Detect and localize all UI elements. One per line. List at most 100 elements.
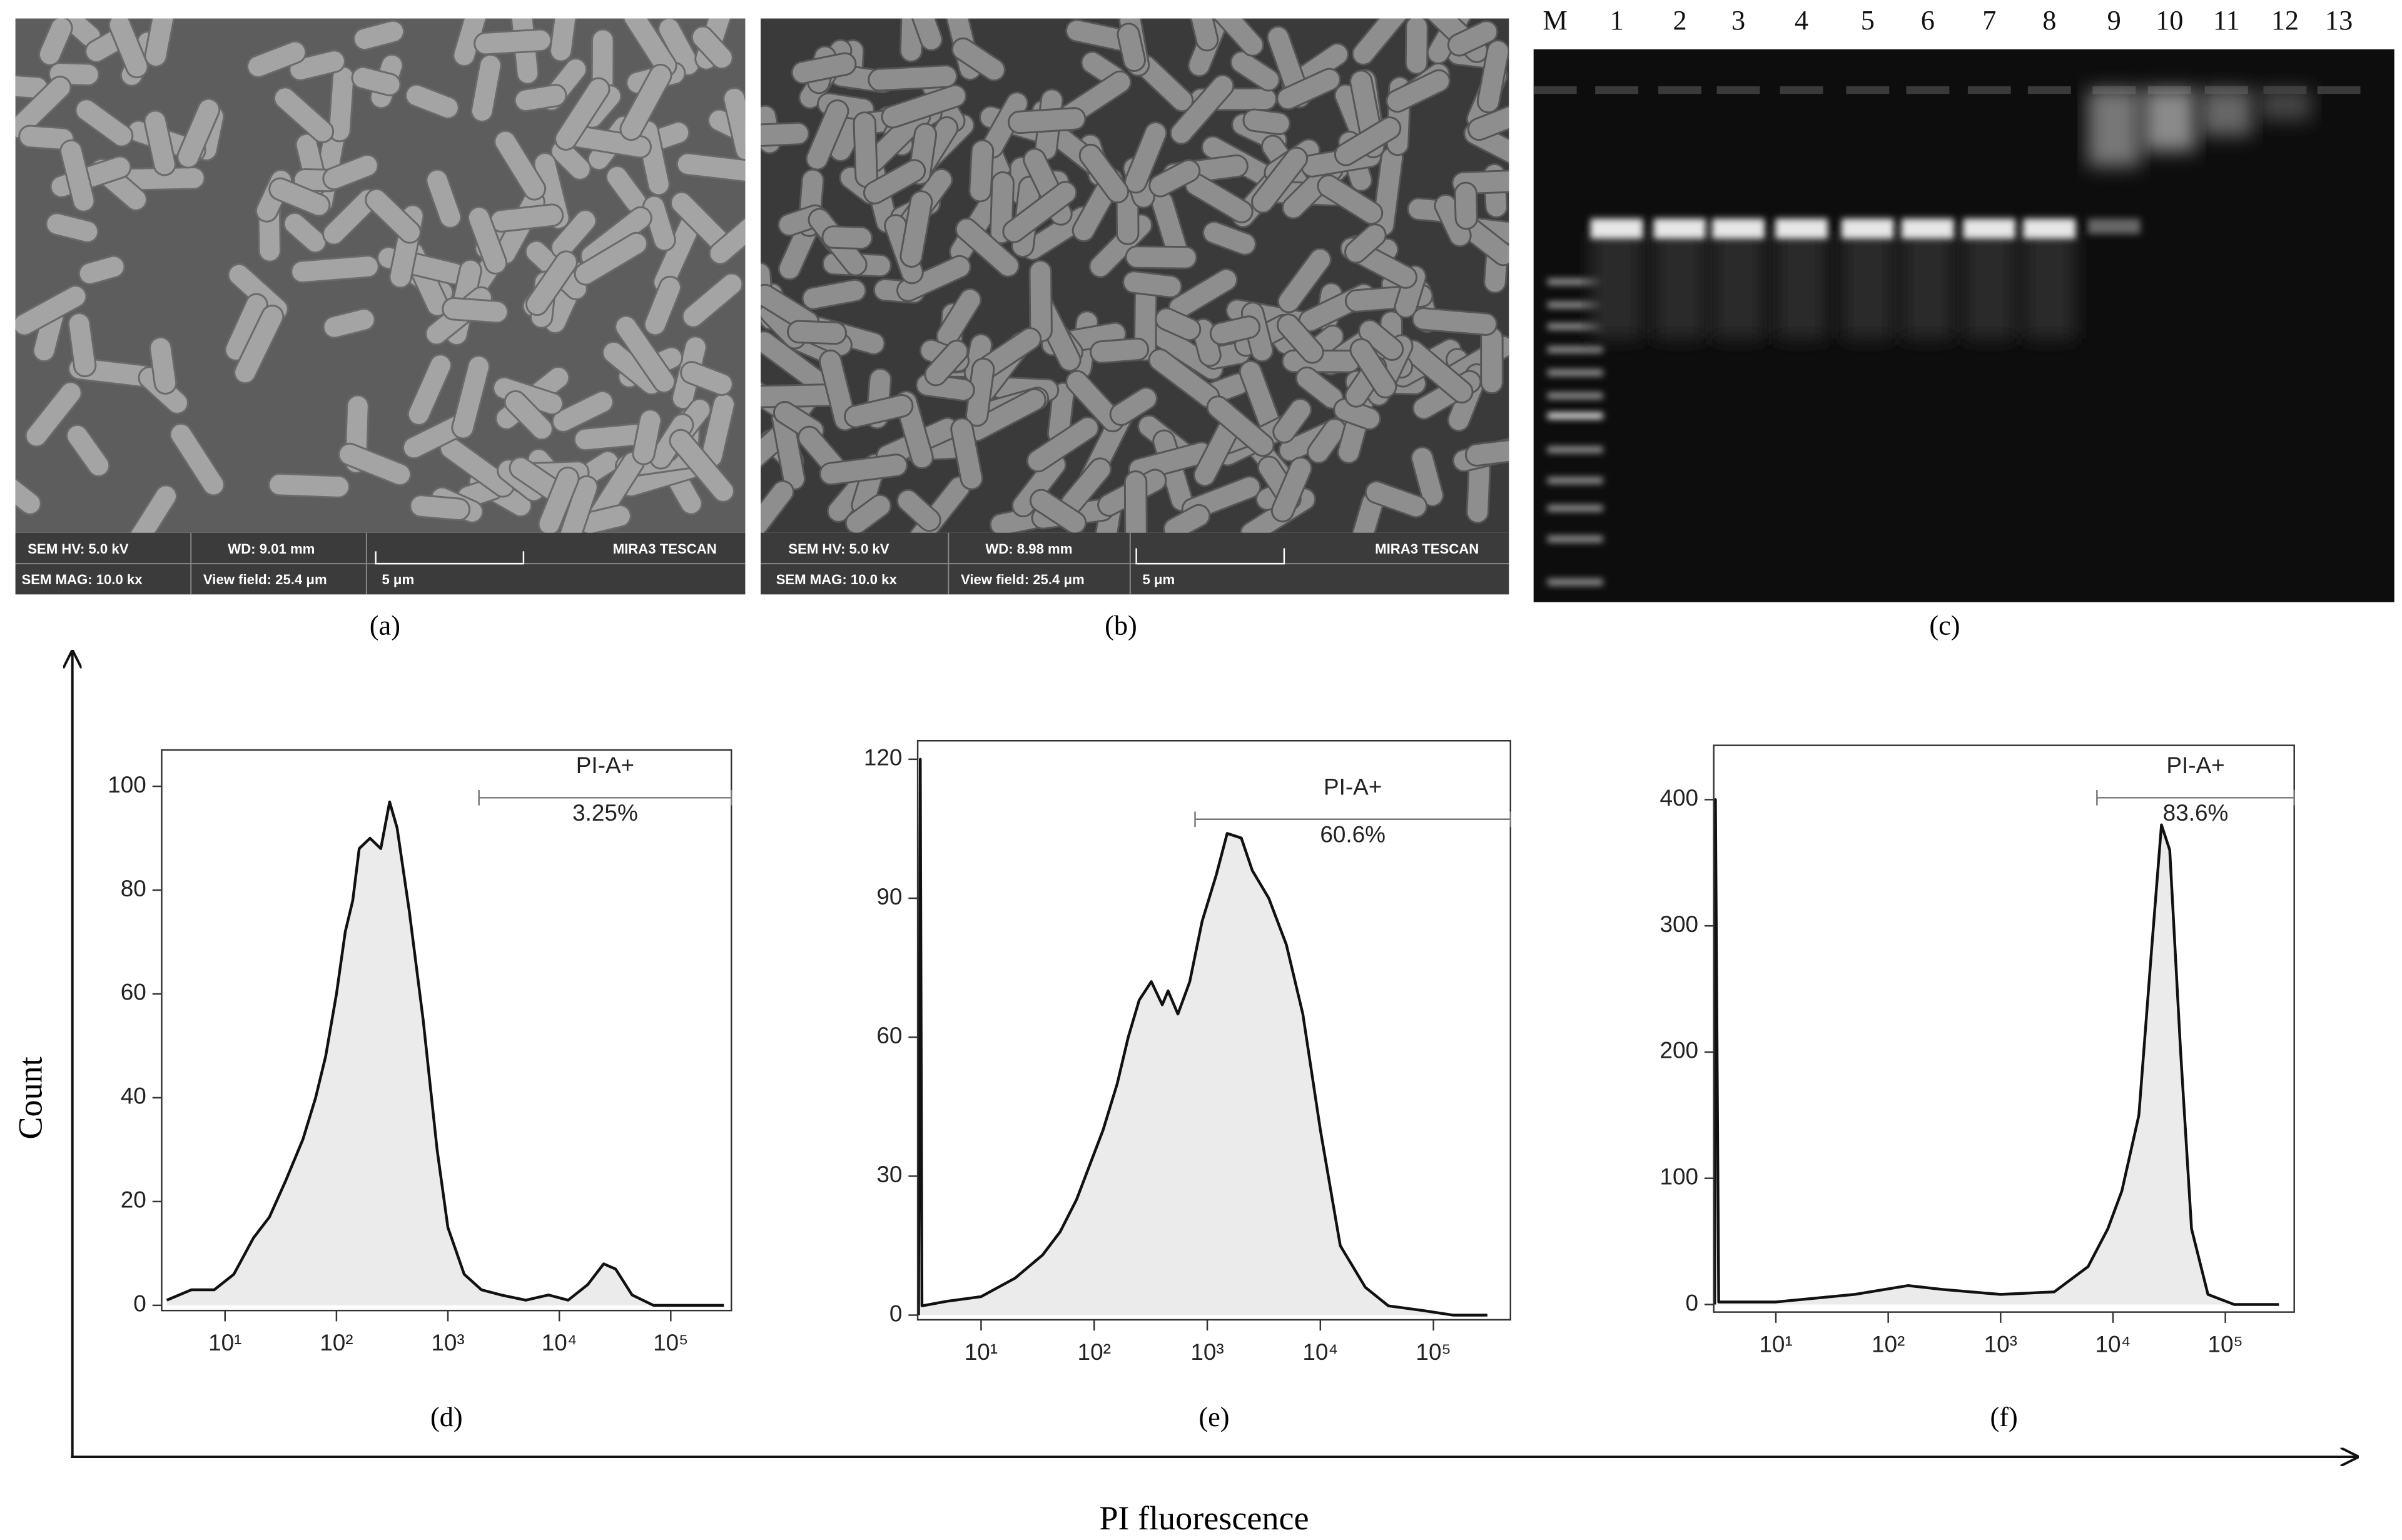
bacterium — [525, 250, 578, 317]
x-tick-label: 10³ — [1190, 1339, 1224, 1365]
bacterium — [574, 231, 649, 286]
bacterium — [1334, 116, 1402, 166]
bacterium — [632, 408, 662, 465]
sem-mag: SEM MAG: 10.0 kx — [21, 572, 143, 587]
bacterium — [452, 18, 493, 68]
gate-name: PI-A+ — [2166, 752, 2224, 778]
lane-label: 7 — [1982, 5, 1996, 36]
dna-smear — [1775, 231, 1828, 339]
bacterium — [1276, 68, 1341, 111]
x-tick-label: 10⁵ — [1416, 1339, 1451, 1365]
bacterium — [233, 305, 285, 385]
bacterium — [791, 52, 857, 84]
dna-band — [1590, 218, 1643, 239]
plot-frame — [1713, 744, 2295, 1313]
bacterium — [1163, 504, 1211, 533]
x-tick-label: 10³ — [1984, 1332, 2017, 1357]
y-tick-label: 0 — [133, 1291, 146, 1317]
ladder-band — [1547, 579, 1603, 585]
bacterium — [680, 361, 734, 396]
bacterium — [1454, 181, 1479, 230]
y-axis-label: Count — [12, 1056, 49, 1139]
bacterium — [290, 255, 380, 284]
well — [2317, 86, 2361, 94]
bacterium — [1208, 18, 1265, 57]
lane-label: 2 — [1673, 5, 1686, 36]
dna-smear — [2023, 231, 2076, 339]
bacterium — [681, 272, 744, 328]
histogram-area — [1715, 799, 2279, 1305]
plot-frame — [161, 749, 732, 1312]
scale-bar — [1135, 548, 1285, 565]
sem-brand: MIRA3 TESCAN — [1375, 541, 1479, 557]
x-tick-label: 10² — [1078, 1339, 1111, 1365]
histograms: 0 20 40 60 80 100 10¹ 10² 10³ 10⁴ 10⁵ PI-A+ 3.25% (d)… — [108, 739, 2295, 1432]
y-tick-label: 400 — [1660, 785, 1699, 811]
dna-smear — [1590, 231, 1643, 339]
bacterium — [950, 417, 984, 490]
bacterium — [787, 320, 848, 345]
dna-band — [1842, 218, 1894, 239]
panel-caption: (a) — [370, 610, 400, 641]
lane-label: 10 — [2156, 5, 2183, 36]
bacterium — [722, 87, 746, 162]
x-axis-label: PI fluorescence — [1099, 1499, 1309, 1537]
lane-label: 6 — [1921, 5, 1935, 36]
bacterium — [1270, 456, 1313, 523]
ladder-band — [1547, 392, 1603, 399]
bacterium — [15, 76, 72, 139]
y-tick-label: 60 — [121, 980, 146, 1005]
bacterium — [1276, 313, 1324, 364]
dna-band — [1902, 218, 1954, 239]
y-tick-label: 40 — [121, 1083, 146, 1109]
bacterium — [1123, 470, 1148, 533]
bacterium — [1404, 18, 1429, 75]
bacterium — [451, 355, 490, 440]
lane-label: 9 — [2107, 5, 2121, 36]
gate-name: PI-A+ — [576, 752, 634, 778]
dna-band — [2087, 218, 2141, 235]
bacterium — [761, 121, 810, 148]
x-tick-label: 10¹ — [208, 1330, 241, 1355]
y-tick-label: 30 — [876, 1162, 902, 1187]
gate-percent: 60.6% — [1320, 822, 1386, 848]
bacterium — [1480, 326, 1504, 395]
bacterium — [676, 152, 746, 184]
sem-scale: 5 μm — [382, 572, 414, 587]
ladder-band — [1547, 323, 1603, 330]
dna-smear — [1902, 231, 1954, 339]
well — [1658, 86, 1701, 94]
x-tick-label: 10³ — [431, 1330, 464, 1355]
sem-mag: SEM MAG: 10.0 kx — [776, 572, 898, 587]
bacterium — [409, 494, 471, 521]
bacterium — [853, 111, 878, 188]
panel-caption: (f) — [1990, 1402, 2018, 1432]
bacterium — [868, 64, 958, 92]
gel-bands — [1533, 86, 2361, 585]
bacterium — [246, 40, 307, 78]
bacterium — [24, 381, 83, 448]
lane-label: 12 — [2271, 5, 2299, 36]
bacterium — [1277, 248, 1332, 313]
dna-smear — [2200, 89, 2253, 136]
bacterium — [504, 390, 554, 441]
sem-hv: SEM HV: 5.0 kV — [28, 541, 128, 557]
bacterium — [1272, 398, 1312, 443]
sem-image: SEM HV: 5.0 kV WD: 8.98 mm MIRA3 TESCAN … — [761, 18, 1509, 595]
bacterium — [1148, 159, 1201, 198]
bacterium — [1230, 50, 1280, 92]
bacterium — [1123, 121, 1168, 194]
x-tick-label: 10⁴ — [2095, 1332, 2131, 1357]
bacterium — [821, 225, 873, 250]
histogram-line — [1713, 798, 2279, 1306]
panel-caption: (e) — [1198, 1402, 1229, 1432]
bacterium — [1202, 221, 1257, 256]
bacterium — [322, 308, 376, 339]
bacterium — [149, 336, 178, 395]
bacterium — [1251, 146, 1309, 214]
lane-label: 13 — [2325, 5, 2353, 36]
panel-caption: (d) — [430, 1402, 463, 1432]
bacterium — [643, 275, 682, 337]
